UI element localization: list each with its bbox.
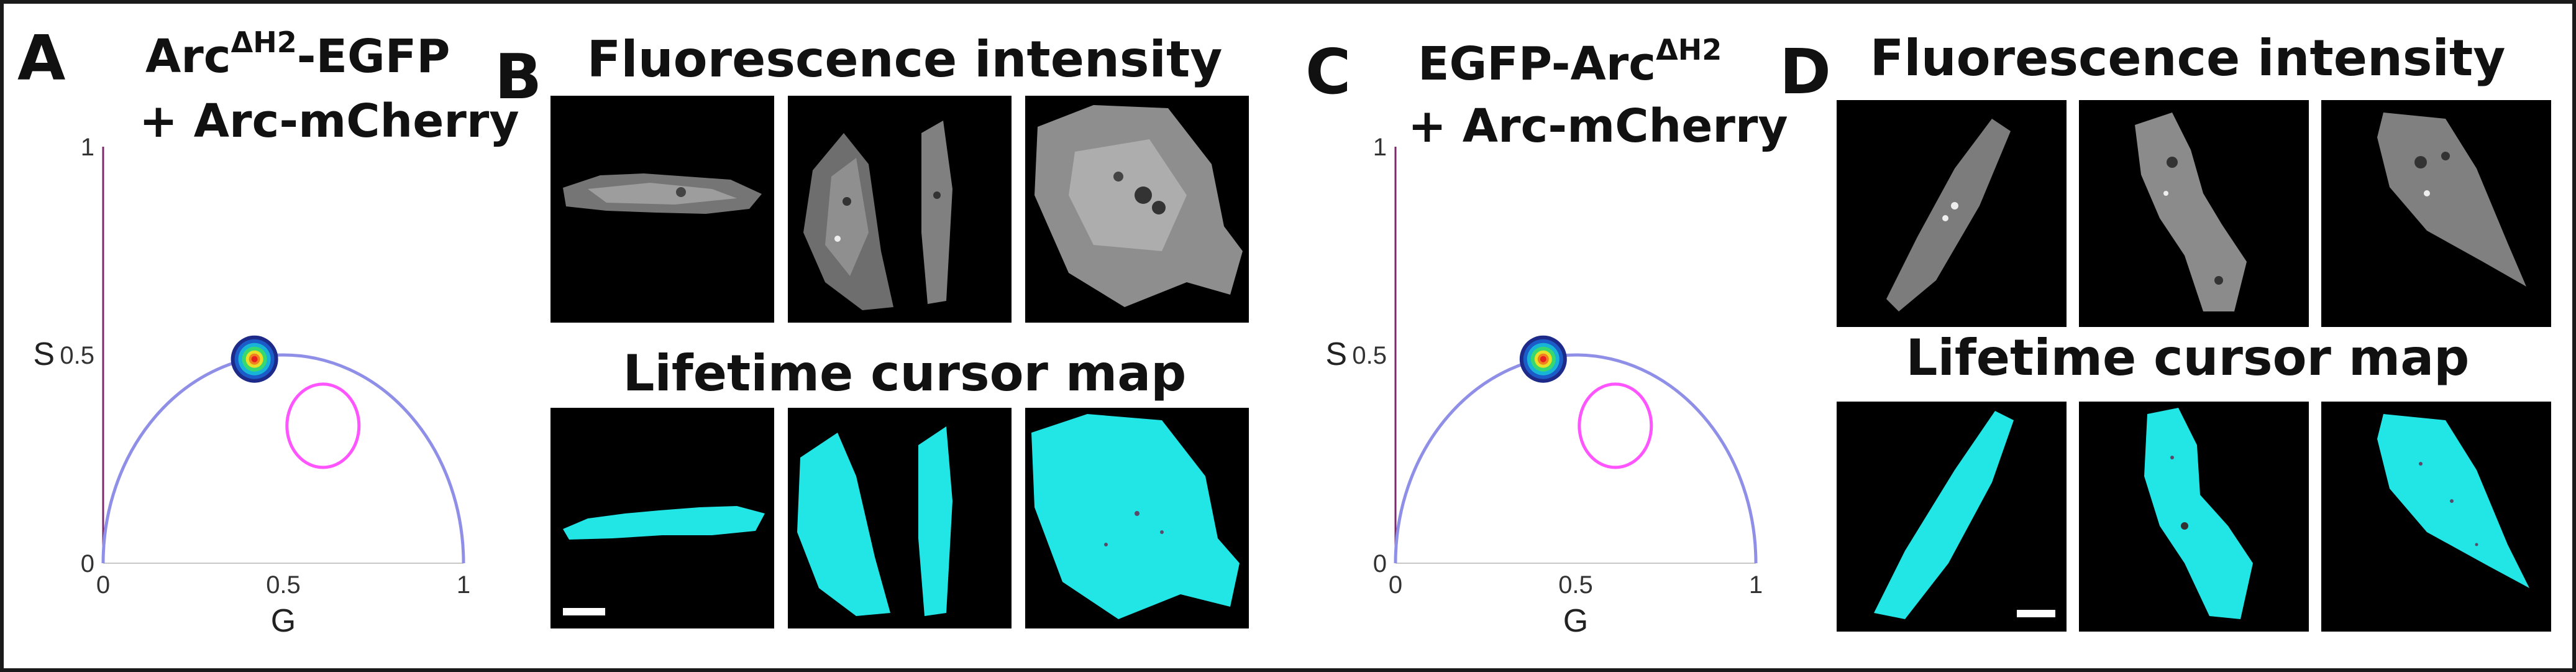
panel-label-c: C — [1305, 35, 1351, 108]
phasor-a-x-tick-label: 0.5 — [266, 571, 301, 599]
panel-c-title-main: EGFP-Arc — [1418, 37, 1656, 91]
phasor-c-svg: 0 0.5 1 0 0.5 1 G S — [1325, 134, 1763, 639]
panel-d-intensity-image-1 — [1837, 100, 2067, 327]
cell-image — [1035, 105, 1243, 307]
scale-bar — [563, 608, 605, 615]
phasor-a-x-tick-label: 1 — [457, 571, 470, 599]
panel-d-lifetime-map-2 — [2079, 402, 2309, 632]
panel-b-intensity-image-1 — [550, 96, 774, 323]
panel-b-intensity-image-3 — [1025, 96, 1249, 323]
panel-d-top-title: Fluorescence intensity — [1870, 29, 2506, 87]
panel-a-title-line1: ArcΔH2-EGFP — [145, 28, 450, 80]
panel-c-title-sup: ΔH2 — [1656, 33, 1722, 67]
phasor-a-y-tick-label: 1 — [81, 134, 94, 161]
lifetime-map-image — [797, 426, 952, 616]
panel-d-intensity-image-3 — [2321, 100, 2551, 327]
cell-image — [1886, 119, 2011, 311]
panel-b-intensity-image-2 — [788, 96, 1012, 323]
phasor-a-x-axis-label: G — [271, 603, 296, 639]
panel-a-title-line2: + Arc-mCherry — [139, 94, 519, 148]
phasor-c-x-tick-label: 1 — [1749, 571, 1763, 599]
phasor-a-universal-semicircle — [101, 353, 465, 564]
lifetime-map-image — [1031, 414, 1240, 619]
phasor-c-x-tick-label: 0 — [1389, 571, 1402, 599]
panel-b-lifetime-map-1 — [550, 408, 774, 628]
cell-image — [2377, 113, 2526, 287]
phasor-a-cluster-ring-6 — [251, 356, 258, 362]
panel-a-title-rest: -EGFP — [296, 30, 450, 83]
phasor-c-y-tick-label: 1 — [1373, 134, 1387, 161]
panel-label-d: D — [1779, 35, 1832, 108]
panel-c-title-line1: EGFP-ArcΔH2 — [1418, 35, 1722, 87]
panel-d-lifetime-map-1 — [1837, 402, 2067, 632]
scale-bar — [2017, 610, 2055, 617]
lifetime-map-image — [563, 506, 765, 540]
phasor-a-y-tick-label: 0 — [81, 550, 94, 578]
phasor-a-svg: 0 0.5 1 0 0.5 1 G S — [33, 134, 470, 639]
phasor-c-cursor-circle — [1578, 382, 1653, 469]
phasor-plot-c: 0 0.5 1 0 0.5 1 G S — [1325, 134, 1781, 639]
phasor-c-universal-semicircle — [1394, 353, 1758, 564]
panel-d-lifetime-map-3 — [2321, 402, 2551, 632]
panel-a-title-sup: ΔH2 — [231, 25, 297, 60]
phasor-a-x-tick-label: 0 — [96, 571, 110, 599]
panel-label-a: A — [17, 22, 66, 94]
lifetime-map-image — [2377, 414, 2529, 588]
phasor-c-y-tick-label: 0 — [1373, 550, 1387, 578]
panel-b-lifetime-map-2 — [788, 408, 1012, 628]
panel-b-bottom-title: Lifetime cursor map — [623, 344, 1187, 402]
lifetime-map-image — [1874, 411, 2014, 619]
cell-image — [803, 121, 952, 310]
phasor-a-y-tick-label: 0.5 — [60, 342, 94, 369]
phasor-c-cluster-ring-6 — [1540, 356, 1546, 362]
phasor-c-y-tick-label: 0.5 — [1352, 342, 1387, 369]
phasor-c-y-axis-label: S — [1325, 336, 1347, 372]
phasor-c-x-tick-label: 0.5 — [1558, 571, 1593, 599]
panel-b-lifetime-map-3 — [1025, 408, 1249, 628]
panel-c-title-line2: + Arc-mCherry — [1408, 99, 1788, 153]
phasor-a-cursor-circle — [285, 382, 361, 469]
phasor-c-x-axis-label: G — [1563, 603, 1588, 639]
panel-b-top-title: Fluorescence intensity — [587, 30, 1223, 88]
panel-a-title-main: Arc — [145, 30, 231, 83]
phasor-plot-a: 0 0.5 1 0 0.5 1 G S — [33, 134, 488, 639]
cell-image — [2135, 113, 2247, 311]
panel-d-intensity-image-2 — [2079, 100, 2309, 327]
lifetime-map-image — [2144, 408, 2253, 619]
panel-d-bottom-title: Lifetime cursor map — [1906, 329, 2470, 387]
cell-image — [563, 173, 762, 214]
phasor-a-y-axis-label: S — [33, 336, 55, 372]
panel-label-b: B — [495, 40, 542, 113]
